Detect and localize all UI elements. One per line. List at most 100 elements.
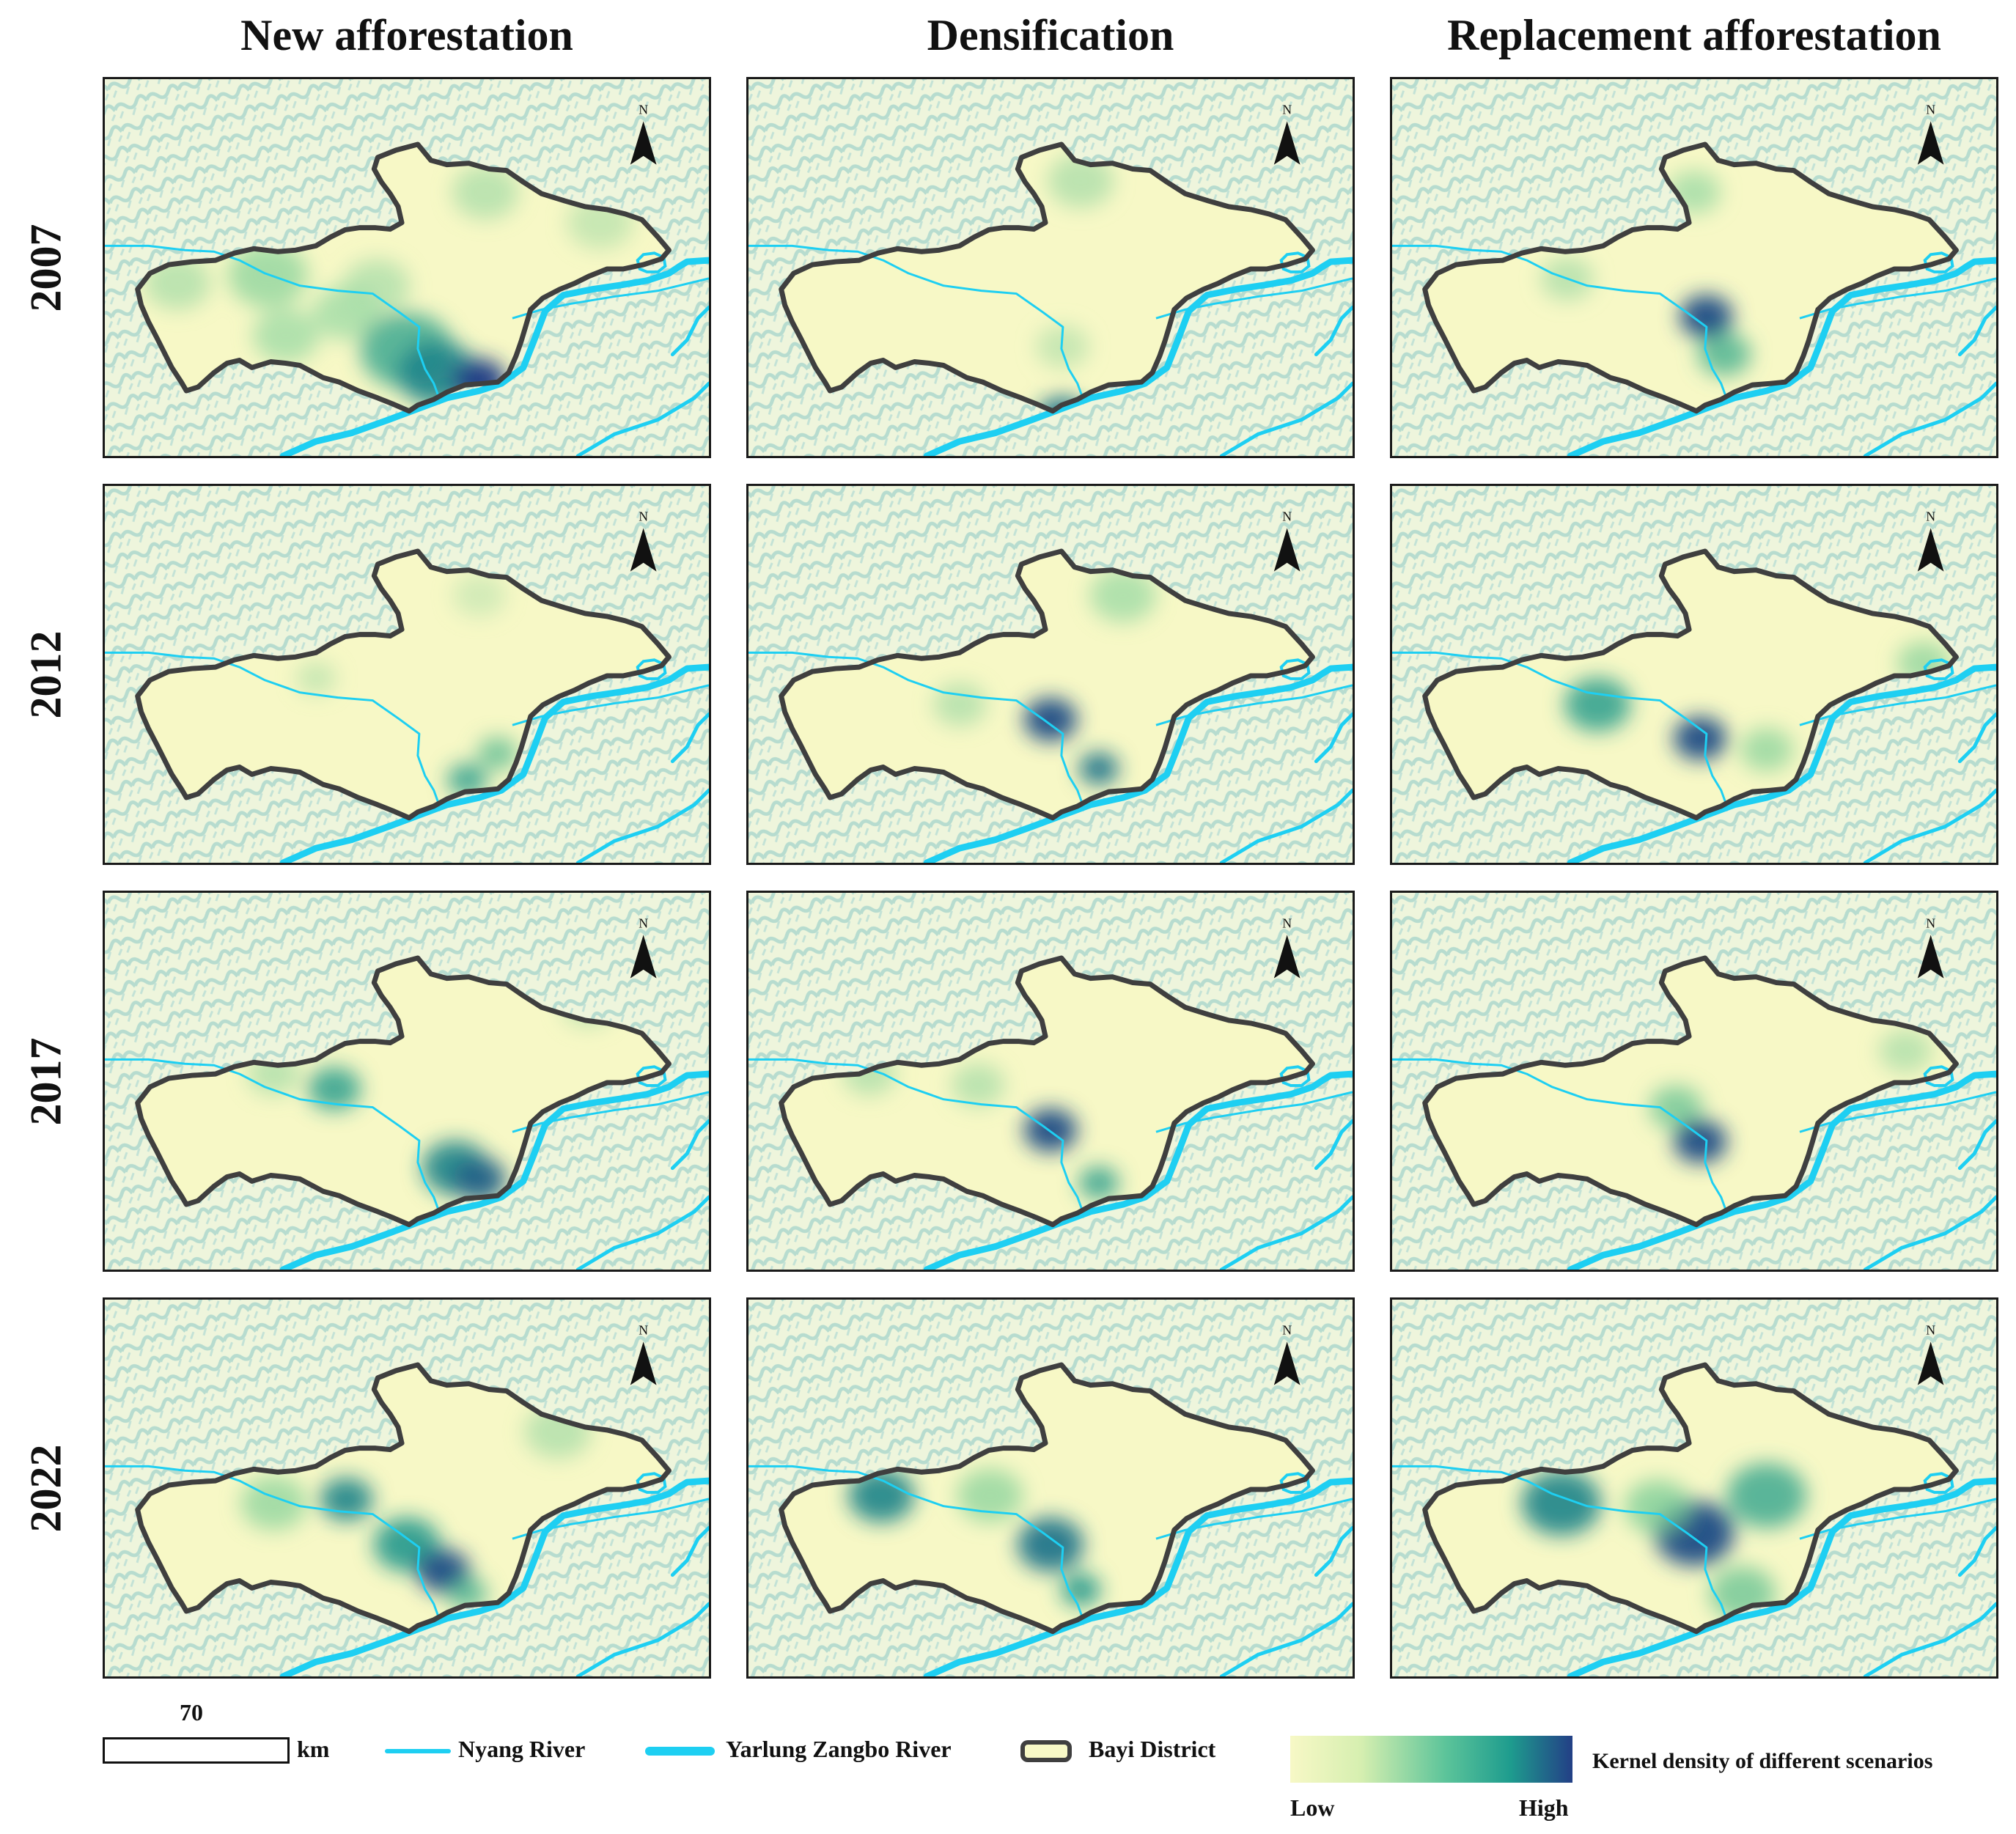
- map-panel-densification-2012: N: [746, 484, 1355, 865]
- bayi-district-boundary: [135, 141, 672, 414]
- yarlung-zangbo-river: [1567, 257, 1996, 456]
- kernel-density-layer: [296, 573, 518, 797]
- north-arrow-icon: N: [630, 509, 657, 572]
- bayi-district-boundary: [779, 548, 1315, 821]
- nyang-river: [748, 651, 1085, 807]
- north-arrow-icon: N: [630, 1322, 657, 1385]
- density-hotspot: [307, 1067, 361, 1111]
- yarlung-zangbo-river: [1567, 1070, 1996, 1270]
- density-hotspot: [1649, 1086, 1703, 1130]
- density-hotspot: [1673, 716, 1727, 760]
- density-hotspot: [477, 737, 518, 770]
- bayi-district-boundary: [1422, 955, 1959, 1228]
- kernel-density-layer: [933, 568, 1157, 785]
- nyang-river: [105, 244, 441, 400]
- kernel-density-ramp: [1290, 1736, 1572, 1783]
- map-panel-new-afforestation-2022: N: [103, 1297, 711, 1679]
- map-panel-densification-2022: N: [746, 1297, 1355, 1679]
- map-panel-densification-2007: N: [746, 77, 1355, 458]
- row-label-2012: 2012: [21, 630, 70, 718]
- density-hotspot: [1023, 698, 1078, 742]
- north-label: N: [1926, 916, 1935, 930]
- north-label: N: [1926, 509, 1935, 523]
- density-hotspot: [1726, 1462, 1807, 1528]
- row-label-2007: 2007: [21, 224, 70, 312]
- density-hotspot: [452, 573, 507, 617]
- density-hotspot: [1047, 153, 1114, 208]
- density-hotspot: [1740, 728, 1794, 772]
- density-hotspot: [343, 259, 411, 314]
- density-hotspot: [933, 682, 987, 726]
- bayi-district-swatch: [1020, 1740, 1072, 1762]
- north-label: N: [639, 102, 648, 117]
- nyang-river: [748, 1058, 1085, 1214]
- kernel-density-layer: [1649, 1029, 1932, 1163]
- yarlung-zangbo-river: [923, 663, 1353, 863]
- nyang-river: [1392, 651, 1729, 807]
- density-hotspot: [1078, 1166, 1119, 1199]
- density-hotspot: [252, 308, 320, 363]
- yarlung-zangbo-river: [1567, 1477, 1996, 1676]
- map-panel-new-afforestation-2012: N: [103, 484, 711, 865]
- bayi-district-boundary: [135, 955, 672, 1228]
- density-hotspot: [447, 1577, 488, 1610]
- north-arrow-icon: N: [630, 102, 657, 165]
- yarlung-zangbo-river: [279, 1070, 709, 1270]
- density-hotspot: [1089, 568, 1157, 622]
- yarlung-zangbo-river: [1567, 663, 1996, 863]
- yarlung-zangbo-river: [923, 1070, 1353, 1270]
- map-panel-new-afforestation-2017: N: [103, 891, 711, 1272]
- bayi-district-boundary: [779, 141, 1315, 414]
- nyang-river: [1392, 1465, 1729, 1621]
- map-panel-replacement-afforestation-2012: N: [1390, 484, 1998, 865]
- kernel-density-layer: [1521, 1462, 1807, 1621]
- map-panel-densification-2017: N: [746, 891, 1355, 1272]
- north-label: N: [639, 1322, 648, 1337]
- nyang-river: [748, 1465, 1085, 1621]
- map-panel-replacement-afforestation-2017: N: [1390, 891, 1998, 1272]
- north-label: N: [1282, 916, 1292, 930]
- density-hotspot: [240, 1476, 308, 1531]
- kernel-density-layer: [847, 1468, 1101, 1606]
- yarlung-river-label: Yarlung Zangbo River: [726, 1736, 952, 1762]
- bayi-district-boundary: [1422, 548, 1959, 821]
- yarlung-zangbo-river: [279, 1477, 709, 1676]
- north-arrow-icon: N: [1917, 916, 1944, 979]
- density-hotspot: [1680, 295, 1733, 339]
- north-arrow-icon: N: [1273, 1322, 1301, 1385]
- north-arrow-icon: N: [630, 916, 657, 979]
- bayi-district-label: Bayi District: [1089, 1736, 1216, 1762]
- nyang-river: [105, 651, 441, 807]
- north-arrow-icon: N: [1917, 1322, 1944, 1385]
- nyang-river: [1392, 244, 1729, 400]
- row-label-2017: 2017: [21, 1037, 70, 1125]
- nyang-river: [748, 244, 1085, 400]
- density-hotspot: [1078, 752, 1119, 785]
- north-label: N: [1926, 102, 1935, 117]
- yarlung-river-swatch: [645, 1747, 715, 1756]
- density-hotspot: [847, 1468, 915, 1523]
- north-label: N: [1282, 1322, 1292, 1337]
- col-title-new-afforestation: New afforestation: [240, 11, 573, 59]
- north-arrow-icon: N: [1917, 509, 1944, 572]
- yarlung-zangbo-river: [923, 1477, 1353, 1676]
- north-arrow-icon: N: [1273, 509, 1301, 572]
- bayi-district-boundary: [779, 1362, 1315, 1635]
- north-arrow-icon: N: [1273, 916, 1301, 979]
- map-panel-new-afforestation-2007: N: [103, 77, 711, 458]
- yarlung-zangbo-river: [279, 257, 709, 456]
- nyang-river-swatch: [385, 1749, 451, 1753]
- nyang-river: [105, 1465, 441, 1621]
- density-hotspot: [452, 165, 519, 220]
- north-label: N: [639, 916, 648, 930]
- kernel-low-label: Low: [1290, 1794, 1335, 1821]
- scale-bar: [103, 1737, 290, 1764]
- kernel-high-label: High: [1519, 1794, 1569, 1821]
- density-hotspot: [1521, 1470, 1602, 1536]
- nyang-river: [105, 1058, 441, 1214]
- row-label-2022: 2022: [21, 1444, 70, 1532]
- bayi-district-boundary: [135, 1362, 672, 1635]
- yarlung-zangbo-river: [279, 663, 709, 863]
- scale-bar-value: 70: [180, 1699, 203, 1726]
- bayi-district-boundary: [1422, 1362, 1959, 1635]
